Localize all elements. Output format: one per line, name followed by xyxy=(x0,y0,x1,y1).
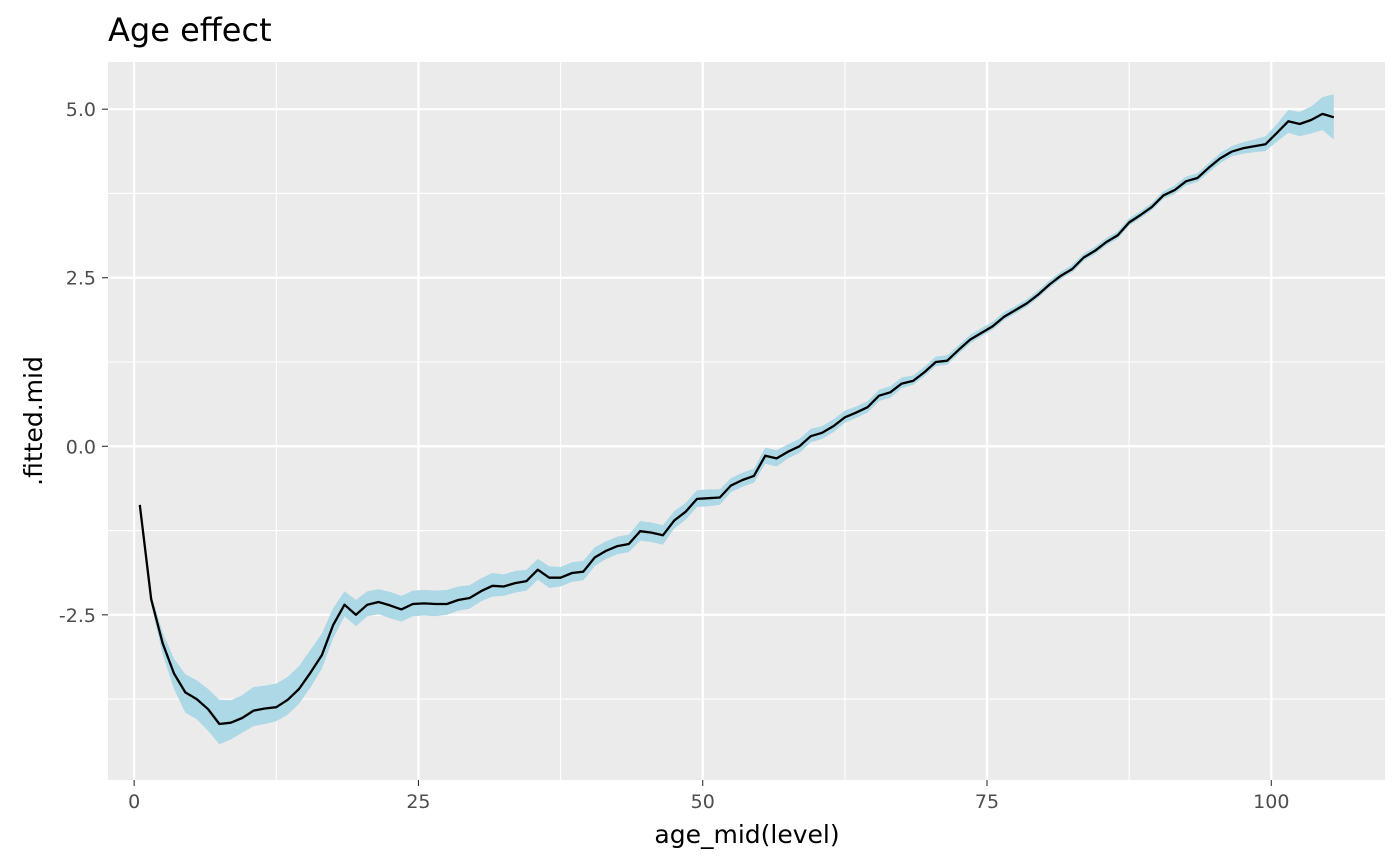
x-axis: 0 25 50 75 100 xyxy=(128,780,1289,813)
y-axis: -2.5 0.0 2.5 5.0 xyxy=(59,99,108,627)
y-tick-label: 5.0 xyxy=(66,99,96,121)
major-gridlines xyxy=(108,62,1385,780)
y-tick-label: 0.0 xyxy=(66,436,96,458)
y-tick-label: 2.5 xyxy=(66,268,96,290)
y-axis-title: .fitted.mid xyxy=(19,356,48,486)
x-tick-label: 25 xyxy=(406,791,430,813)
x-tick-label: 75 xyxy=(975,791,999,813)
x-tick-label: 50 xyxy=(691,791,715,813)
x-tick-label: 0 xyxy=(128,791,140,813)
confidence-ribbon xyxy=(139,94,1334,745)
fitted-line xyxy=(138,112,1335,726)
x-tick-label: 100 xyxy=(1253,791,1289,813)
chart-title: Age effect xyxy=(108,11,272,49)
x-axis-title: age_mid(level) xyxy=(654,820,839,849)
y-tick-label: -2.5 xyxy=(59,605,96,627)
